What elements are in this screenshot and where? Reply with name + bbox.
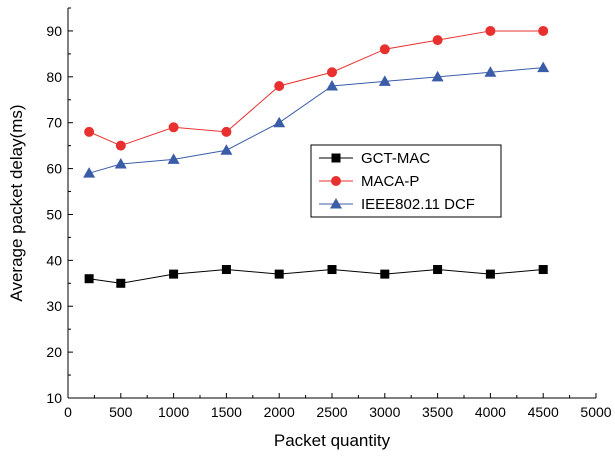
data-point [432, 35, 443, 46]
legend-label: GCT-MAC [361, 150, 430, 167]
y-tick-label: 70 [46, 115, 62, 131]
data-point [168, 122, 179, 133]
x-tick-label: 2000 [264, 404, 295, 420]
data-point [433, 265, 443, 275]
x-tick-label: 1000 [158, 404, 189, 420]
y-tick-label: 40 [46, 252, 62, 268]
y-tick-label: 30 [46, 298, 62, 314]
data-point [221, 265, 231, 275]
legend-label: MACA-P [361, 173, 419, 190]
data-point [83, 167, 96, 178]
data-point [169, 269, 179, 279]
y-tick-label: 80 [46, 69, 62, 85]
x-tick-label: 3500 [422, 404, 453, 420]
legend-marker [331, 176, 341, 186]
data-point [379, 44, 390, 55]
data-point [537, 61, 550, 73]
data-point [378, 75, 391, 86]
series-gct-mac [84, 265, 548, 288]
data-point [220, 144, 233, 155]
x-tick-label: 1500 [211, 404, 242, 420]
legend-label: IEEE802.11 DCF [361, 196, 475, 213]
y-tick-label: 60 [46, 161, 62, 177]
data-point [84, 126, 95, 137]
series-line [89, 269, 544, 284]
y-tick-label: 90 [46, 23, 62, 39]
data-point [485, 269, 495, 279]
data-point [431, 70, 444, 82]
data-point [116, 278, 126, 288]
legend-item: IEEE802.11 DCF [319, 196, 475, 213]
y-axis-title: Average packet delay(ms) [7, 104, 26, 301]
legend: GCT-MAC MACA-P IEEE802.11 DCF [310, 144, 502, 218]
series-maca-p [84, 25, 549, 151]
data-point [485, 25, 496, 36]
x-axis-title: Packet quantity [274, 431, 391, 450]
data-point [114, 158, 127, 169]
series-ieee802-11-dcf [83, 61, 550, 178]
x-tick-label: 5000 [580, 404, 611, 420]
data-point [274, 81, 285, 91]
series-line [88, 67, 544, 174]
y-tick-label: 20 [46, 344, 62, 360]
data-point [538, 265, 548, 275]
data-point [380, 269, 390, 279]
data-point [274, 269, 284, 279]
data-point [115, 140, 126, 151]
data-point [221, 126, 232, 137]
x-tick-label: 4500 [528, 404, 559, 420]
x-tick-label: 500 [109, 404, 133, 420]
series-line [88, 30, 544, 147]
x-tick-label: 3000 [369, 404, 400, 420]
data-point [538, 25, 549, 36]
x-ticks: 0 500 1000 1500 2000 2500 3000 3500 4000 4500 5000 [64, 393, 612, 420]
data-point [273, 116, 286, 128]
legend-marker [330, 198, 342, 209]
data-point [84, 274, 94, 284]
data-point [327, 67, 337, 78]
x-tick-label: 4000 [475, 404, 506, 420]
data-point [484, 66, 497, 77]
series-layer [83, 25, 550, 288]
y-tick-label: 10 [46, 390, 62, 406]
y-ticks: 10 20 30 40 50 60 70 80 90 [46, 7, 73, 406]
x-tick-label: 2500 [316, 404, 347, 420]
legend-marker [331, 153, 341, 163]
y-tick-label: 50 [46, 206, 62, 222]
data-point [327, 265, 337, 275]
legend-item: MACA-P [319, 173, 419, 190]
data-point [167, 153, 180, 164]
legend-item: GCT-MAC [319, 150, 430, 167]
x-tick-label: 0 [64, 404, 72, 420]
data-point [326, 80, 338, 91]
